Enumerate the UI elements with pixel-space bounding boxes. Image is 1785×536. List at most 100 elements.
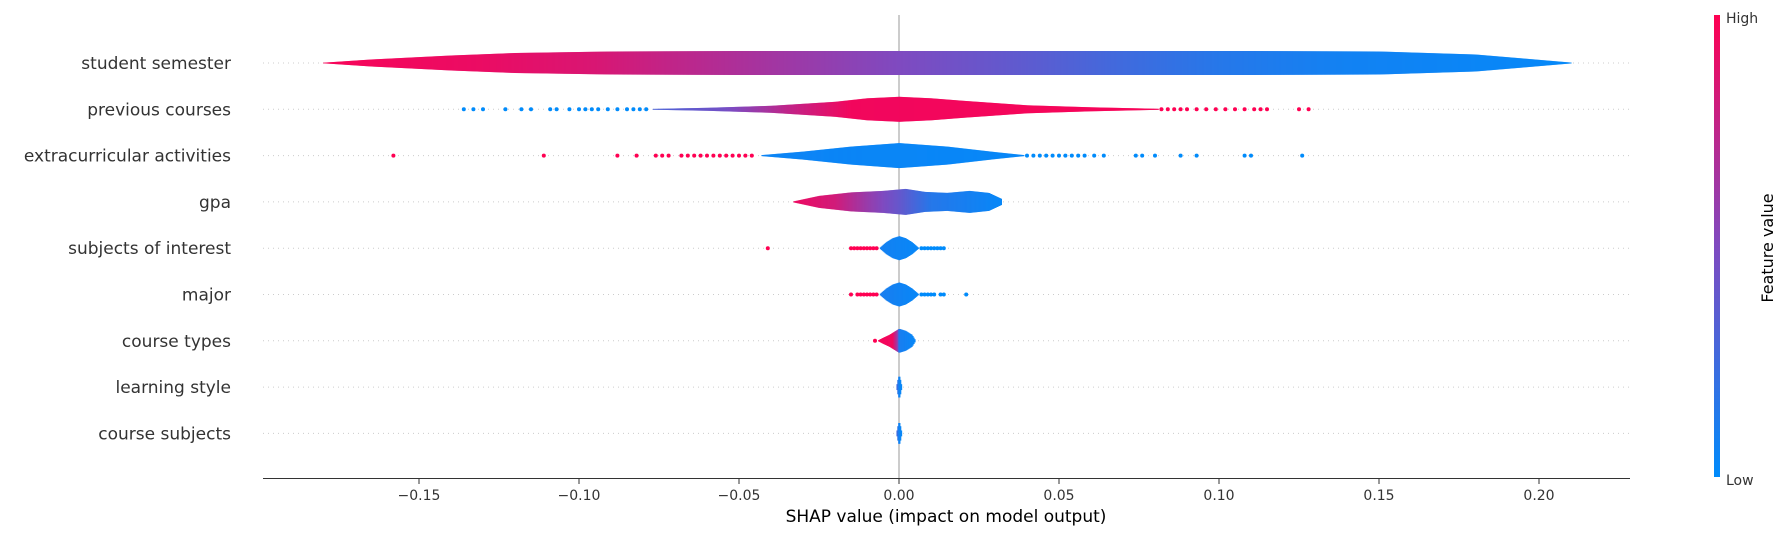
violin-slice [848,146,850,165]
violin-slice [891,238,894,258]
violin-slice [949,99,951,119]
violin-slice [972,191,974,213]
violin-slice [1171,51,1173,75]
violin-slice [1220,51,1222,75]
violin-slice [886,97,889,122]
outlier-point [471,107,476,112]
violin-slice [985,192,987,212]
violin-slice [1271,51,1273,75]
violin-slice [328,62,330,64]
violin-slice [809,197,811,206]
violin-slice [932,98,934,121]
violin-slice [1164,51,1166,75]
violin-slice [896,143,898,168]
violin-slice [816,196,818,208]
violin-slice [608,51,610,75]
violin-slice [897,282,900,307]
violin-slice [813,103,816,116]
violin-slice [913,243,915,253]
violin-slice [898,236,901,261]
violin-slice [1093,51,1095,75]
violin-slice [953,147,956,164]
violin-slice [816,150,818,162]
violin-slice [963,51,965,75]
violin-slice [329,62,331,64]
violin-slice [993,51,995,75]
violin-slice [869,98,872,121]
violin-slice [870,191,872,213]
violin-slice [776,153,778,158]
violin-slice [1015,51,1017,75]
outlier-point [637,107,642,112]
violin-slice [852,192,854,212]
violin-slice [1103,107,1105,112]
violin-slice [884,144,886,168]
violin-slice [1019,104,1021,114]
violin-slice [748,51,750,75]
violin-slice [826,149,828,163]
violin-slice [705,51,707,75]
violin-slice [1082,107,1084,112]
violin-slice [798,151,800,160]
violin-slice [898,51,900,75]
violin-slice [900,143,902,168]
violin-slice [665,108,668,110]
violin-slice [880,97,883,121]
violin-slice [1010,153,1013,158]
violin-slice [476,54,478,72]
violin-slice [1221,51,1223,75]
violin-slice [939,98,941,120]
violin-slice [908,240,910,257]
violin-slice [1455,53,1457,73]
violin-slice [1369,51,1371,75]
x-tick-label: −0.05 [718,488,761,504]
violin-slice [1377,51,1379,75]
outlier-point [865,246,869,251]
violin-slice [774,153,776,158]
violin-slice [1154,108,1156,110]
violin-slice [1496,56,1498,70]
violin-slice [1284,51,1286,75]
violin-slice [1055,106,1057,113]
violin-slice [1071,51,1073,75]
violin-slice [871,145,873,167]
violin-slice [726,51,728,75]
violin-slice [786,51,788,75]
violin-slice [1462,54,1464,72]
violin-slice [1182,51,1184,75]
violin-slice [800,199,802,205]
violin-slice [784,104,787,114]
violin-slice [1155,108,1157,110]
violin-slice [1288,51,1290,75]
violin-slice [799,151,801,160]
violin-slice [900,236,903,260]
violin-slice [917,293,919,296]
violin-slice [925,145,927,167]
violin-slice [732,106,735,112]
violin-slice [927,192,929,212]
violin-slice [1008,104,1010,115]
violin-slice [907,239,909,257]
violin-slice [1535,59,1537,67]
violin-slice [1208,51,1210,75]
violin-slice [883,243,886,253]
violin-slice [434,56,436,70]
violin-slice [912,97,914,122]
violin-slice [1446,53,1448,73]
violin-slice [1570,62,1572,64]
violin-slice [1007,153,1010,158]
violin-slice [1054,106,1056,113]
violin-slice [987,102,989,117]
violin-slice [814,51,816,75]
violin-slice [1493,56,1495,70]
outlier-point [1204,107,1209,112]
violin-slice [391,58,393,68]
violin-slice [885,288,888,301]
violin-slice [1194,51,1196,75]
violin-slice [941,192,943,212]
colorbar-high-label: High [1726,11,1758,27]
violin-slice [332,62,334,64]
violin-slice [754,106,757,113]
violin-slice [1544,60,1546,66]
violin-slice [939,146,942,166]
